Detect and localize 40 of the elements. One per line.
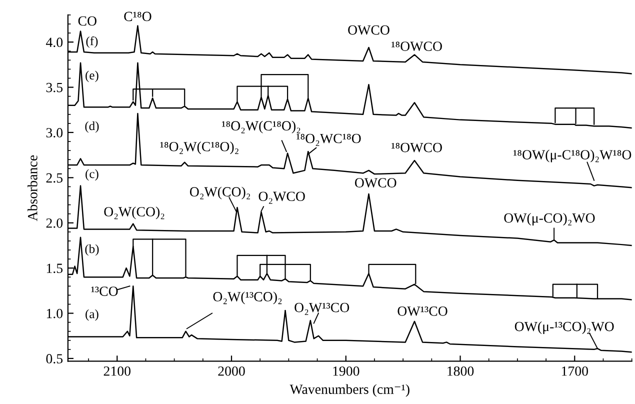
y-axis-title: Absorbance (28, 155, 38, 222)
annotation: ¹⁸O₂WC¹⁸O (296, 134, 361, 146)
x-tick-label: 1800 (448, 366, 474, 376)
annotation: OW¹³CO (398, 306, 448, 316)
annotation: ¹³CO (91, 286, 118, 296)
x-tick-label: 1900 (333, 366, 360, 376)
x-tick-label: 2000 (218, 366, 245, 376)
annotation: O₂WCO (258, 192, 305, 204)
y-tick-label: 0.5 (46, 354, 63, 364)
x-axis-title: Wavenumbers (cm⁻¹) (290, 384, 410, 397)
y-tick-label: 3.5 (46, 82, 63, 92)
y-tick-label: 3.0 (46, 128, 63, 138)
x-tick-label: 1700 (562, 366, 588, 376)
y-tick-label: 1.5 (46, 264, 63, 274)
annotation: ¹⁸OWCO (392, 42, 442, 52)
y-tick-label: 2.5 (46, 173, 63, 183)
x-tick-label: 2100 (104, 366, 130, 376)
y-tick-label: 2.0 (46, 218, 63, 228)
annotation: (e) (86, 70, 98, 82)
annotation: (f) (86, 36, 98, 48)
y-tick-label: 1.0 (46, 308, 63, 318)
annotation: C¹⁸O (124, 12, 152, 22)
annotation: ¹⁸O₂W(C¹⁸O)₂ (222, 120, 300, 134)
annotation: OW(μ-¹³CO)₂WO (514, 321, 614, 334)
annotation: OW(μ-CO)₂WO (504, 212, 595, 226)
annotation: OWCO (354, 178, 396, 188)
annotation: CO (78, 16, 96, 26)
annotation: O₂W(CO)₂ (190, 186, 250, 200)
annotation: O₂W(¹³CO)₂ (213, 292, 282, 304)
annotation: O₂W¹³CO (294, 302, 350, 315)
annotation: ¹⁸OWCO (392, 142, 442, 152)
y-tick-label: 4.0 (46, 38, 63, 48)
annotation: (a) (86, 309, 98, 321)
annotation: OWCO (348, 25, 390, 35)
annotation: ¹⁸OW(μ-C¹⁸O)₂W¹⁸O (513, 150, 632, 162)
annotation: ¹⁸O₂W(C¹⁸O)₂ (160, 142, 238, 154)
annotation: (c) (86, 169, 98, 181)
annotation: O₂W(CO)₂ (104, 206, 164, 220)
annotation: (b) (85, 244, 99, 256)
annotation: (d) (85, 121, 99, 133)
